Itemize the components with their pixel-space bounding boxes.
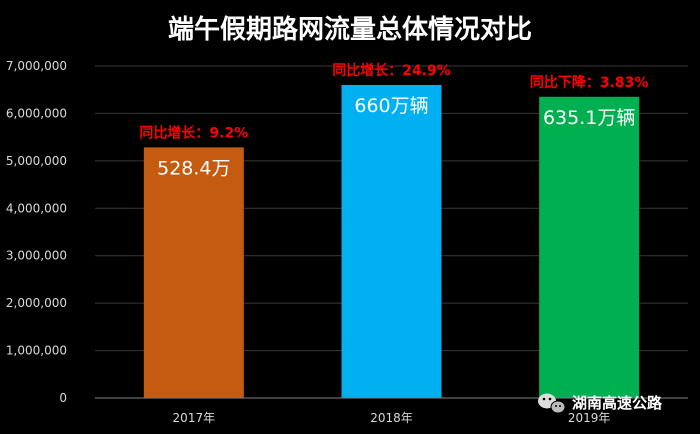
yoy-annotation: 同比增长：9.2% bbox=[139, 124, 248, 141]
bar bbox=[143, 147, 244, 398]
y-tick-label: 6,000,000 bbox=[6, 106, 67, 120]
yoy-annotation: 同比下降：3.83% bbox=[530, 74, 649, 91]
bar-value-label: 660万辆 bbox=[354, 95, 428, 117]
x-tick-label: 2017年 bbox=[173, 411, 216, 425]
bar bbox=[539, 96, 640, 399]
y-tick-label: 0 bbox=[59, 391, 67, 405]
y-tick-label: 3,000,000 bbox=[6, 249, 67, 263]
y-tick-label: 7,000,000 bbox=[6, 59, 67, 73]
watermark: 湖南高速公路 bbox=[538, 393, 663, 414]
x-tick-label: 2019年 bbox=[568, 411, 611, 425]
y-tick-label: 4,000,000 bbox=[6, 201, 67, 215]
y-tick-label: 2,000,000 bbox=[6, 296, 67, 310]
y-axis-ticks: 0 1,000,000 2,000,000 3,000,000 4,000,000 5,0… bbox=[6, 59, 67, 405]
watermark-text: 湖南高速公路 bbox=[572, 394, 663, 412]
bars bbox=[143, 84, 640, 399]
bar-value-label: 528.4万 bbox=[157, 157, 230, 179]
bar-labels: 528.4万 同比增长：9.2% 660万辆 同比增长：24.9% 635.1万辆 同比下… bbox=[139, 62, 648, 179]
y-tick-label: 5,000,000 bbox=[6, 154, 67, 168]
wechat-icon bbox=[538, 393, 566, 414]
bar-value-label: 635.1万辆 bbox=[543, 107, 635, 129]
x-tick-label: 2018年 bbox=[370, 411, 413, 425]
yoy-annotation: 同比增长：24.9% bbox=[332, 62, 451, 79]
x-axis-ticks: 2017年 2018年 2019年 bbox=[173, 411, 611, 425]
bar bbox=[341, 84, 442, 398]
y-tick-label: 1,000,000 bbox=[6, 344, 67, 358]
chart-title: 端午假期路网流量总体情况对比 bbox=[168, 14, 532, 45]
